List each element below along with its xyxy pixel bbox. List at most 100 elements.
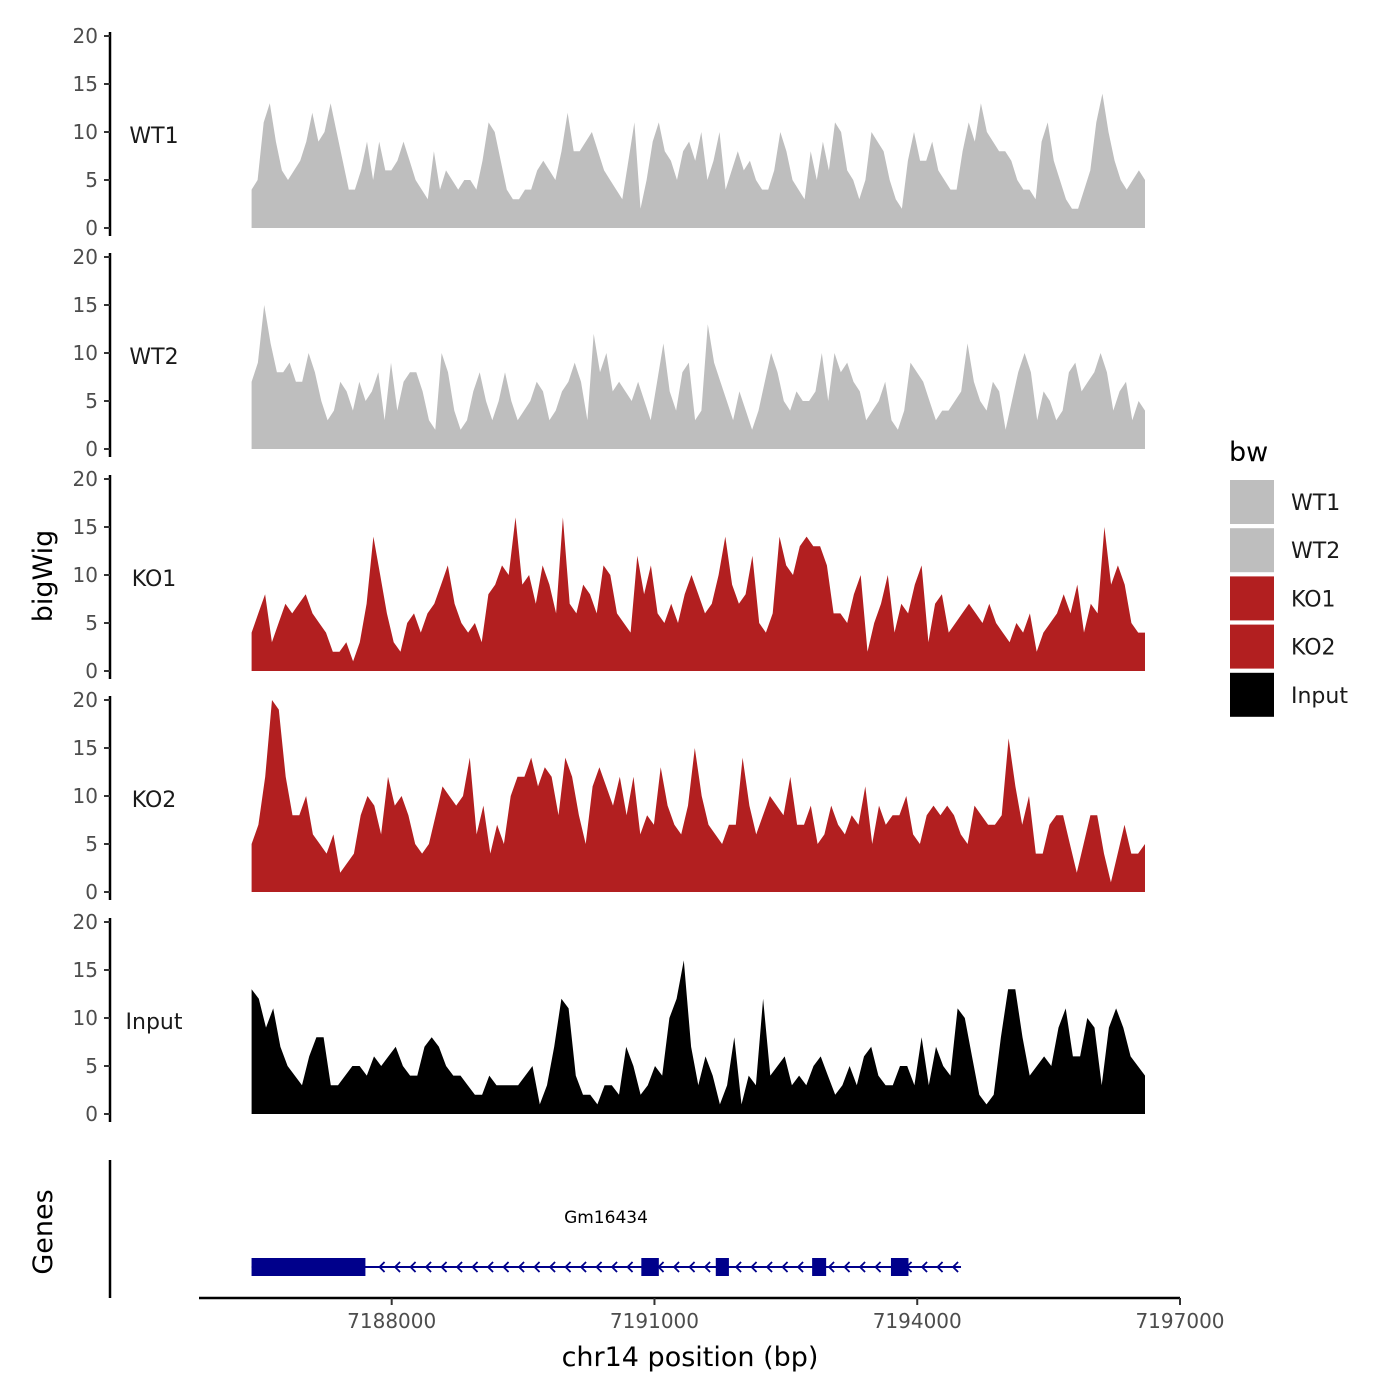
- gene-exon: [890, 1258, 909, 1276]
- strand-arrow: [595, 1261, 603, 1273]
- y-tick-label: 0: [85, 437, 98, 461]
- strand-arrow: [672, 1261, 680, 1273]
- strand-arrow: [936, 1261, 944, 1273]
- legend-label: KO2: [1291, 636, 1336, 661]
- coverage-area: [251, 305, 1146, 449]
- gene-exon: [641, 1258, 659, 1276]
- gene-exon: [251, 1258, 366, 1276]
- coverage-area: [251, 960, 1146, 1114]
- coverage-area: [251, 517, 1146, 671]
- legend-swatch: [1230, 480, 1274, 524]
- y-tick-label: 5: [85, 168, 98, 192]
- track-name: WT1: [129, 124, 178, 149]
- track-panel: 0 5 10 15 20 KO2: [73, 688, 1146, 904]
- legend: bw WT1 WT2 KO1 KO2 Input: [1229, 437, 1348, 717]
- track-name: WT2: [129, 345, 178, 370]
- track-panel: 0 5 10 15 20 WT1: [73, 24, 1146, 240]
- strand-arrow: [874, 1261, 882, 1273]
- strand-arrow: [579, 1261, 587, 1273]
- x-axis-title: chr14 position (bp): [562, 1342, 819, 1373]
- x-tick-label: 7191000: [610, 1309, 699, 1333]
- strand-arrow: [765, 1261, 773, 1273]
- legend-swatch: [1230, 576, 1274, 621]
- x-tick-label: 7197000: [1135, 1309, 1224, 1333]
- y-tick-label: 15: [73, 293, 98, 317]
- track-name: KO1: [132, 567, 177, 592]
- legend-swatch: [1230, 624, 1274, 669]
- strand-arrow: [517, 1261, 525, 1273]
- strand-arrow: [455, 1261, 463, 1273]
- y-tick-label: 0: [85, 880, 98, 904]
- strand-arrow: [781, 1261, 789, 1273]
- y-tick-label: 20: [73, 24, 98, 48]
- gene-name-label: Gm16434: [564, 1208, 648, 1228]
- y-tick-label: 10: [73, 784, 98, 808]
- strand-arrow: [626, 1261, 634, 1273]
- y-tick-label: 15: [73, 72, 98, 96]
- y-tick-label: 15: [73, 736, 98, 760]
- strand-arrow: [843, 1261, 851, 1273]
- y-tick-label: 5: [85, 1054, 98, 1078]
- strand-arrow: [750, 1261, 758, 1273]
- y-tick-label: 0: [85, 216, 98, 240]
- y-tick-label: 20: [73, 467, 98, 491]
- legend-label: WT2: [1291, 539, 1340, 564]
- coverage-area: [251, 93, 1146, 228]
- track-panels: 0 5 10 15 20 WT1 0 5 10 15 20 WT2 0 5 10 15 20 KO1 0 5 10 15 2…: [73, 24, 1146, 1126]
- y-tick-label: 20: [73, 688, 98, 712]
- x-tick-label: 7188000: [347, 1309, 436, 1333]
- legend-swatch: [1230, 528, 1274, 573]
- legend-label: Input: [1291, 684, 1348, 709]
- strand-arrow: [424, 1261, 432, 1273]
- y-tick-label: 20: [73, 910, 98, 934]
- strand-arrow: [858, 1261, 866, 1273]
- track-panel: 0 5 10 15 20 WT2: [73, 245, 1146, 461]
- strand-arrow: [796, 1261, 804, 1273]
- track-name: Input: [126, 1010, 183, 1035]
- y-tick-label: 20: [73, 245, 98, 269]
- y-tick-label: 5: [85, 832, 98, 856]
- strand-arrow: [610, 1261, 618, 1273]
- track-name: KO2: [132, 788, 177, 813]
- strand-arrow: [533, 1261, 541, 1273]
- legend-label: KO1: [1291, 587, 1336, 612]
- legend-label: WT1: [1291, 491, 1340, 516]
- strand-arrow: [486, 1261, 494, 1273]
- track-panel: 0 5 10 15 20 KO1: [73, 467, 1146, 683]
- strand-arrow: [378, 1261, 386, 1273]
- coverage-area: [251, 700, 1146, 892]
- y-tick-label: 0: [85, 1102, 98, 1126]
- strand-arrow: [548, 1261, 556, 1273]
- y-tick-label: 5: [85, 611, 98, 635]
- gene-exon: [715, 1258, 729, 1276]
- x-tick-label: 7194000: [873, 1309, 962, 1333]
- legend-swatch: [1230, 672, 1274, 717]
- y-tick-label: 10: [73, 1006, 98, 1030]
- y-tick-label: 0: [85, 659, 98, 683]
- strand-arrow: [409, 1261, 417, 1273]
- strand-arrow: [440, 1261, 448, 1273]
- strand-arrow: [393, 1261, 401, 1273]
- gene-exon: [812, 1258, 827, 1276]
- strand-arrow: [827, 1261, 835, 1273]
- gene-track-title: Genes: [28, 1189, 59, 1274]
- strand-arrow: [734, 1261, 742, 1273]
- y-tick-label: 10: [73, 120, 98, 144]
- y-axis-title: bigWig: [28, 530, 59, 623]
- strand-arrow: [471, 1261, 479, 1273]
- strand-arrow: [688, 1261, 696, 1273]
- strand-arrow: [564, 1261, 572, 1273]
- track-panel: 0 5 10 15 20 Input: [73, 910, 1146, 1126]
- y-tick-label: 10: [73, 563, 98, 587]
- strand-arrow: [951, 1261, 959, 1273]
- y-tick-label: 15: [73, 958, 98, 982]
- y-tick-label: 10: [73, 341, 98, 365]
- strand-arrow: [920, 1261, 928, 1273]
- y-tick-label: 5: [85, 389, 98, 413]
- strand-arrow: [703, 1261, 711, 1273]
- gene-track: Gm16434: [108, 1160, 962, 1298]
- x-axis: 7188000 7191000 7194000 7197000: [199, 1296, 1225, 1333]
- strand-arrow: [502, 1261, 510, 1273]
- y-tick-label: 15: [73, 515, 98, 539]
